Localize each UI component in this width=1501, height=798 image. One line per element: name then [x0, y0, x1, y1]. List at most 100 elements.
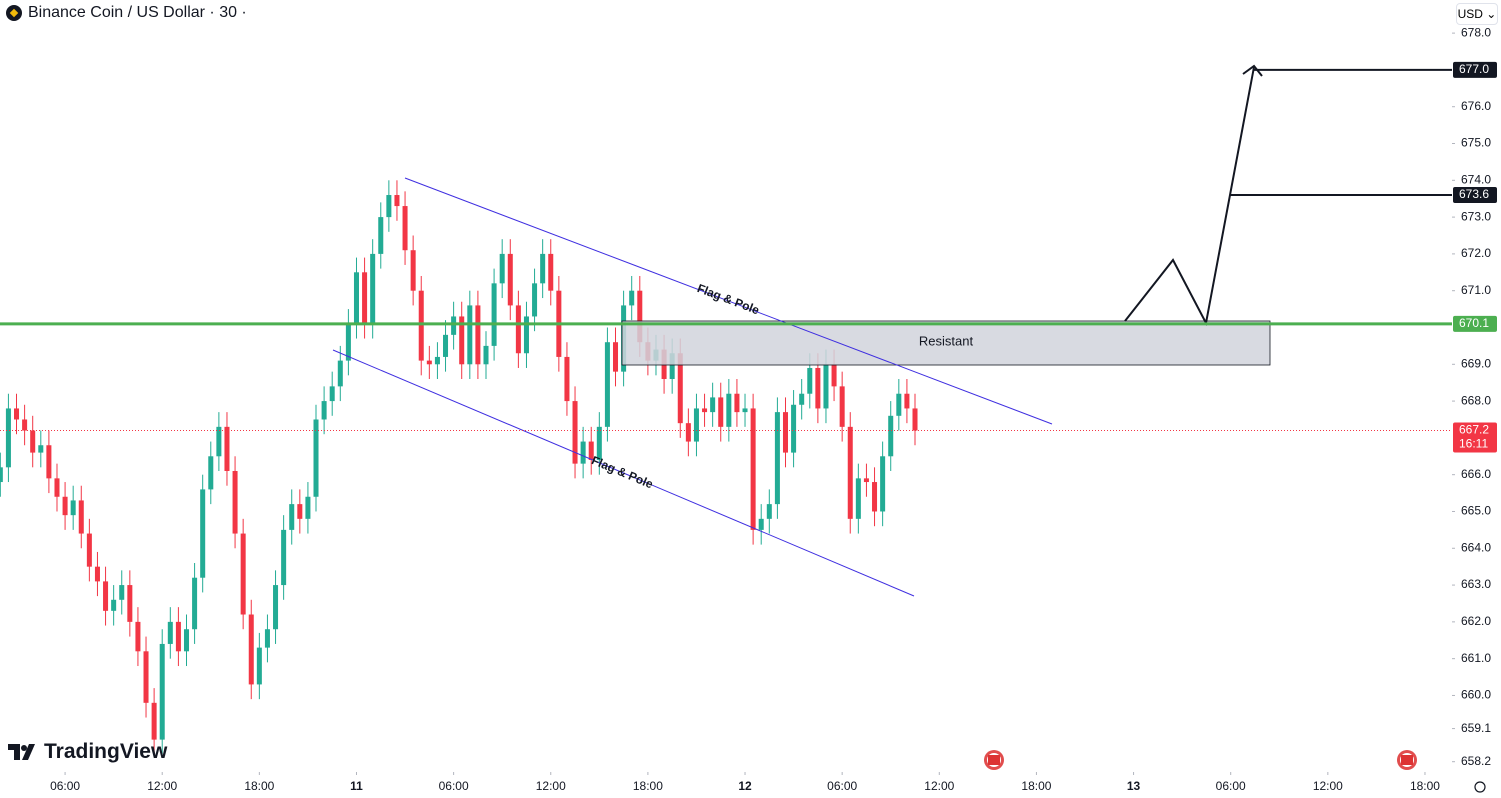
candle-body: [321, 401, 327, 420]
x-tick-label: 18:00: [1021, 779, 1051, 793]
candle-body: [637, 290, 643, 343]
candle-body: [264, 629, 270, 648]
candle-body: [896, 393, 902, 416]
candle-body: [863, 478, 869, 483]
x-tick-label: 06:00: [439, 779, 469, 793]
candle-body: [451, 316, 457, 335]
candle-body: [677, 353, 683, 424]
x-tick-label: 18:00: [633, 779, 663, 793]
y-tick-label: 659.1: [1461, 721, 1491, 735]
plot: [0, 180, 918, 755]
candle-body: [831, 364, 837, 387]
candle-body: [548, 253, 554, 291]
candle-body: [192, 577, 198, 630]
x-tick-label: 18:00: [244, 779, 274, 793]
pattern-label: Flag & Pole: [695, 281, 761, 317]
candle-body: [208, 456, 214, 490]
candle-body: [353, 272, 359, 324]
x-tick-label: 18:00: [1410, 779, 1440, 793]
y-tick-label: 673.0: [1461, 209, 1491, 223]
symbol-icon: [6, 5, 22, 21]
logo-icon: [8, 744, 35, 760]
y-tick-label: 662.0: [1461, 614, 1491, 628]
zone-label: Resistant: [919, 333, 974, 348]
candle-body: [613, 342, 619, 372]
candle-body: [604, 342, 610, 427]
candle-body: [224, 426, 230, 472]
candle-body: [329, 386, 335, 402]
price-tag: [1453, 187, 1497, 204]
candle-body: [240, 533, 246, 615]
candle-body: [248, 614, 254, 685]
price-tag: [1453, 61, 1497, 78]
candle-body: [443, 334, 449, 357]
candle-body: [256, 647, 262, 685]
currency-selector[interactable]: USD ⌄: [1456, 3, 1498, 25]
candle-body: [289, 504, 295, 530]
candle-body: [499, 253, 505, 284]
candle-body: [815, 367, 821, 409]
candle-body: [799, 393, 805, 405]
candle-body: [370, 253, 376, 324]
x-tick-label: 06:00: [827, 779, 857, 793]
candle-body: [378, 217, 384, 254]
candle-body: [847, 426, 853, 519]
channel-lower: [332, 349, 915, 597]
header: Binance Coin / US Dollar · 30 ·: [6, 4, 247, 22]
candle-body: [345, 323, 351, 361]
candle-body: [839, 386, 845, 427]
y-tick-label: 674.0: [1461, 172, 1491, 186]
candle-body: [386, 195, 392, 218]
logo: TradingView: [8, 740, 167, 764]
candle-body: [305, 496, 311, 519]
y-tick-label: 671.0: [1461, 283, 1491, 297]
candle-body: [78, 500, 84, 534]
settings-icon[interactable]: [1474, 781, 1486, 793]
price-tag-label: 673.6: [1459, 187, 1489, 201]
projection-arrow: [1242, 64, 1263, 77]
price-tag-label: 667.2: [1459, 423, 1489, 437]
candle-body: [22, 419, 28, 431]
y-tick-label: 666.0: [1461, 467, 1491, 481]
candle-body: [888, 415, 894, 457]
x-tick-label: 12:00: [1313, 779, 1343, 793]
candle-body: [483, 345, 489, 365]
candle-body: [629, 290, 635, 306]
x-tick-label: 11: [350, 779, 363, 793]
candle-body: [782, 412, 789, 453]
candle-body: [758, 518, 764, 530]
candle-body: [70, 500, 76, 516]
candle-body: [669, 353, 675, 380]
candle-body: [159, 643, 165, 740]
candle-body: [151, 702, 157, 740]
channel-upper: [404, 177, 1053, 425]
currency-label: USD: [1457, 7, 1483, 21]
price-tag-label: 677.0: [1459, 62, 1489, 76]
candle-body: [718, 397, 724, 427]
candle-body: [62, 496, 68, 516]
candle-body: [459, 316, 465, 365]
y-tick-label: 664.0: [1461, 540, 1491, 554]
candle-body: [0, 467, 3, 483]
candle-body: [750, 408, 756, 530]
x-tick-label: 12:00: [924, 779, 954, 793]
candle-body: [572, 401, 578, 464]
candle-body: [103, 581, 109, 611]
candle-body: [232, 471, 238, 534]
logo-text: TradingView: [44, 740, 168, 763]
candle-body: [143, 651, 149, 703]
candle-body: [807, 367, 813, 394]
candle-body: [475, 305, 481, 365]
candle-body: [297, 504, 303, 519]
candle-body: [14, 408, 20, 420]
candle-body: [540, 253, 546, 284]
candle-body: [38, 445, 44, 453]
y-tick-label: 665.0: [1461, 504, 1491, 518]
countdown-label: 16:11: [1459, 437, 1488, 451]
candle-body: [734, 393, 740, 413]
x-tick-label: 12:00: [147, 779, 177, 793]
candle-body: [507, 253, 513, 306]
x-tick-label: 06:00: [50, 779, 80, 793]
